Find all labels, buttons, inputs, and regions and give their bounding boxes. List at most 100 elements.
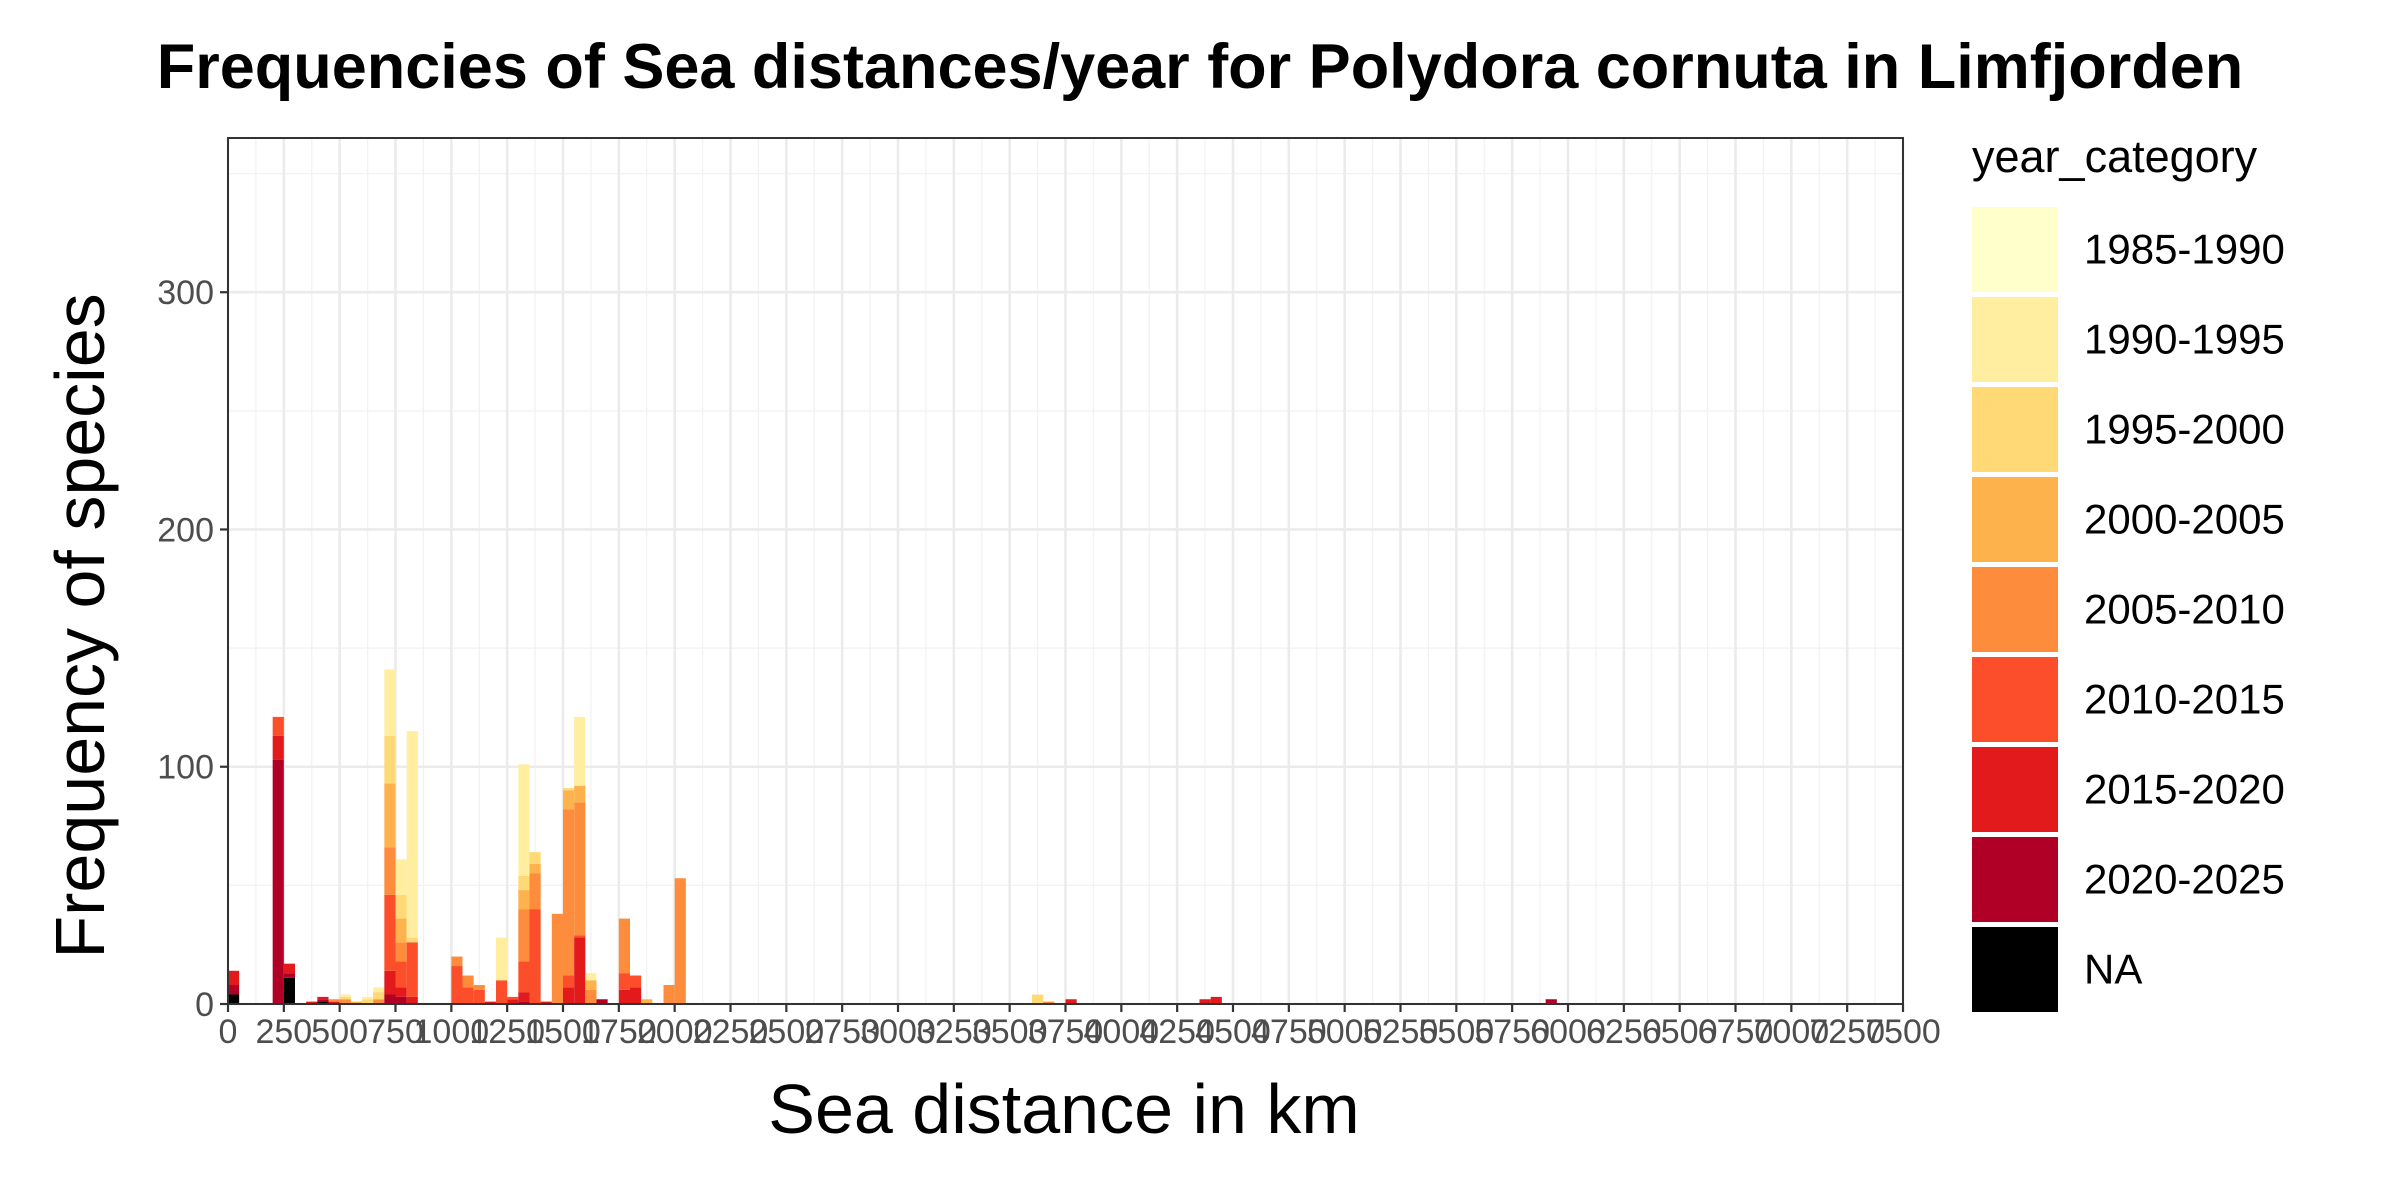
y-tick-label: 0: [195, 986, 214, 1024]
bar-segment: [283, 963, 295, 974]
bar-segment: [272, 759, 284, 1004]
bar-segment: [328, 1001, 340, 1004]
bar-segment: [228, 994, 240, 1004]
bar-segment: [1043, 1001, 1055, 1004]
bar-segment: [317, 1001, 329, 1004]
bar-segment: [384, 669, 396, 736]
bar-segment: [373, 987, 385, 993]
x-tick-label: 1000: [414, 1013, 490, 1051]
x-tick-label: 2000: [637, 1013, 713, 1051]
bar-segment: [462, 987, 474, 1004]
bar-segment: [574, 716, 586, 786]
bar-segment: [317, 996, 329, 1000]
x-tick-label: 6250: [1586, 1013, 1662, 1051]
x-tick-label: 6000: [1530, 1013, 1606, 1051]
x-tick-label: 6500: [1642, 1013, 1718, 1051]
bar-segment: [384, 994, 396, 1004]
bar-segment: [663, 985, 675, 1004]
bar-segment: [339, 999, 351, 1004]
bar-segment: [272, 716, 284, 736]
bar-segment: [1199, 999, 1211, 1004]
bar-segment: [484, 1001, 496, 1004]
x-tick-label: 7500: [1865, 1013, 1941, 1051]
bar-segment: [339, 994, 351, 997]
bar-segment: [395, 894, 407, 919]
bar-segment: [574, 935, 586, 938]
bar-segment: [574, 802, 586, 936]
legend-key: [1972, 567, 2058, 652]
bar-segment: [395, 961, 407, 988]
bar-segment: [384, 847, 396, 895]
bar-segment: [563, 788, 575, 791]
bar-segment: [630, 975, 642, 988]
legend-key: [1972, 387, 2058, 472]
bar-segment: [462, 975, 474, 988]
legend-label: 1990-1995: [2084, 316, 2285, 363]
bar-segment: [551, 913, 563, 1004]
bar-segment: [563, 975, 575, 988]
bar-segment: [585, 989, 597, 1004]
x-tick-label: 6750: [1698, 1013, 1774, 1051]
bar-segment: [618, 989, 630, 1004]
x-tick-label: 500: [311, 1013, 368, 1051]
x-tick-label: 2500: [749, 1013, 825, 1051]
bar-segment: [507, 996, 519, 1000]
bar-segment: [574, 937, 586, 1004]
bar-segment: [306, 1001, 318, 1004]
legend-label: 1985-1990: [2084, 226, 2285, 273]
bar-segment: [529, 864, 541, 874]
bar-segment: [283, 977, 295, 1004]
bar-segment: [362, 999, 374, 1004]
bar-segment: [529, 852, 541, 865]
bar-segment: [384, 894, 396, 971]
x-tick-label: 2750: [804, 1013, 880, 1051]
x-tick-label: 0: [219, 1013, 238, 1051]
x-axis: 0 250 500 750100012501500175020002250250027…: [219, 1004, 1941, 1051]
bar-segment: [373, 999, 385, 1004]
legend-key: [1972, 747, 2058, 832]
legend-label: 2000-2005: [2084, 496, 2285, 543]
x-tick-label: 1250: [469, 1013, 545, 1051]
x-tick-label: 3500: [972, 1013, 1048, 1051]
x-tick-label: 4000: [1084, 1013, 1160, 1051]
bar-segment: [507, 999, 519, 1004]
x-tick-label: 3750: [1028, 1013, 1104, 1051]
bar-segment: [563, 809, 575, 976]
bar-segment: [328, 999, 340, 1002]
bar-segment: [585, 980, 597, 990]
bar-segment: [395, 942, 407, 962]
bar-segment: [518, 992, 530, 1002]
x-tick-label: 5250: [1363, 1013, 1439, 1051]
legend-key: [1972, 477, 2058, 562]
x-tick-label: 250: [255, 1013, 312, 1051]
bar-segment: [518, 909, 530, 962]
x-axis-title: Sea distance in km: [768, 1070, 1359, 1148]
legend-label: 2005-2010: [2084, 586, 2285, 633]
legend-key: [1972, 837, 2058, 922]
bar-segment: [1210, 996, 1222, 1004]
y-axis: 0 100 200 300: [157, 274, 228, 1024]
bar-segment: [317, 999, 329, 1002]
bar-segment: [272, 735, 284, 760]
bar-segment: [395, 987, 407, 997]
legend-key: [1972, 297, 2058, 382]
bar-segment: [618, 918, 630, 974]
bar-segment: [406, 937, 418, 943]
x-tick-label: 4250: [1139, 1013, 1215, 1051]
bar-segment: [674, 878, 686, 1004]
legend-label: 2010-2015: [2084, 676, 2285, 723]
x-tick-label: 5500: [1419, 1013, 1495, 1051]
bar-segment: [384, 735, 396, 784]
bar-segment: [451, 966, 463, 1004]
legend-label: 2020-2025: [2084, 856, 2285, 903]
bar-segment: [384, 970, 396, 995]
bar-segment: [563, 987, 575, 1004]
x-tick-label: 1500: [525, 1013, 601, 1051]
x-tick-label: 7000: [1754, 1013, 1830, 1051]
bar-segment: [1032, 994, 1044, 1004]
y-tick-label: 200: [157, 511, 214, 549]
bar-segment: [518, 875, 530, 891]
bar-segment: [1065, 999, 1077, 1004]
x-tick-label: 4750: [1251, 1013, 1327, 1051]
